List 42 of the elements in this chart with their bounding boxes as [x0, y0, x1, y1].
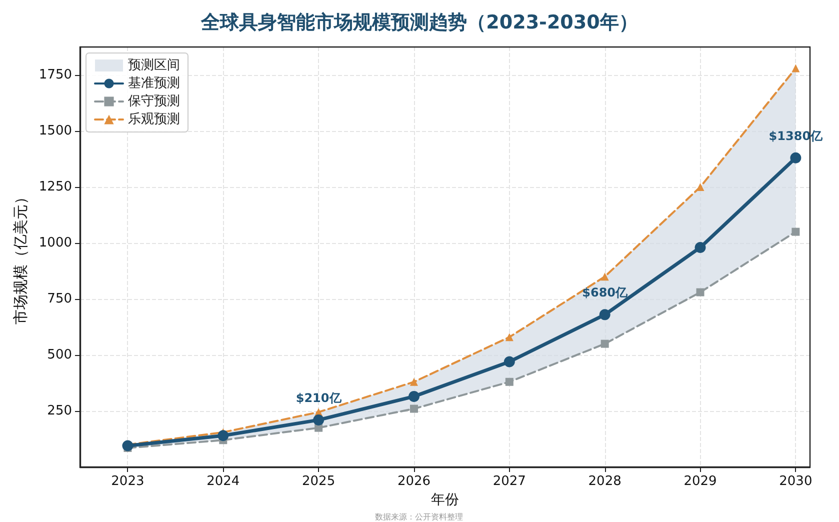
x-tick-label: 2026 [397, 474, 431, 489]
x-tick-label: 2027 [492, 474, 526, 489]
point [313, 414, 324, 426]
legend-label: 预测区间 [128, 58, 180, 73]
point [599, 309, 610, 320]
annotation: $210亿 [296, 390, 342, 405]
x-tick-label: 2023 [111, 474, 144, 489]
source-note: 数据来源：公开资料整理 [375, 512, 463, 522]
point [410, 378, 418, 386]
legend-label: 保守预测 [128, 94, 180, 109]
legend-label: 乐观预测 [128, 112, 180, 127]
point [790, 152, 802, 164]
y-tick-label: 1250 [38, 180, 72, 194]
y-tick-label: 750 [47, 292, 72, 306]
point [792, 228, 800, 236]
y-tick-label: 1000 [38, 236, 72, 250]
point [600, 272, 609, 281]
annotation: $680亿 [582, 286, 629, 300]
x-tick-label: 2024 [206, 474, 240, 489]
point [505, 333, 514, 342]
chart-title: 全球具身智能市场规模预测趋势（2023-2030年） [200, 12, 638, 34]
y-tick-label: 250 [47, 404, 72, 418]
y-tick-label: 1750 [38, 68, 72, 82]
x-tick-label: 2028 [588, 474, 622, 489]
y-axis-title: 市场规模（亿美元） [12, 190, 30, 324]
point [505, 378, 514, 386]
point [694, 242, 706, 253]
point [218, 430, 229, 442]
x-axis-title: 年份 [431, 492, 459, 508]
y-tick-label: 500 [47, 348, 72, 362]
point [410, 404, 418, 413]
point [504, 356, 515, 368]
legend-label: 基准预测 [128, 76, 180, 91]
point [600, 340, 609, 348]
x-tick-label: 2029 [684, 474, 717, 489]
x-tick-label: 2030 [779, 474, 812, 489]
point [696, 288, 704, 296]
x-tick-label: 2025 [302, 474, 336, 489]
point [792, 64, 800, 72]
y-tick-label: 1500 [38, 124, 72, 138]
point [408, 390, 420, 402]
point [122, 440, 134, 452]
